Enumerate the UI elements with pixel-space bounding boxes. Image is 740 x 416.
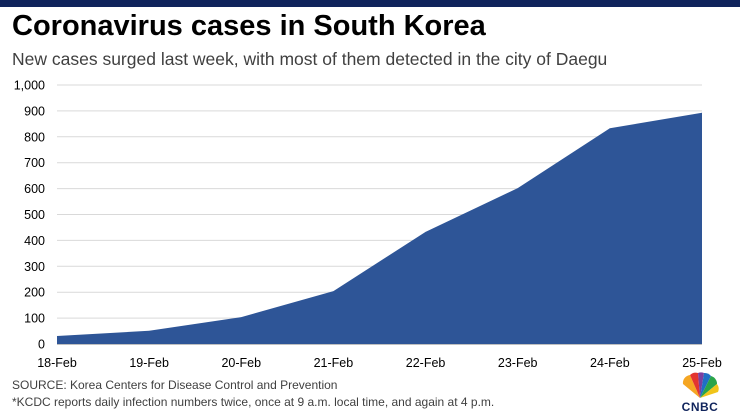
cnbc-logo: CNBC	[672, 370, 728, 416]
x-tick-label: 19-Feb	[129, 356, 169, 370]
x-tick-label: 25-Feb	[682, 356, 722, 370]
chart-title: Coronavirus cases in South Korea	[12, 10, 486, 42]
x-tick-label: 23-Feb	[498, 356, 538, 370]
y-tick-label: 300	[24, 260, 45, 274]
y-tick-label: 400	[24, 234, 45, 248]
source-note: SOURCE: Korea Centers for Disease Contro…	[12, 378, 338, 392]
x-tick-label: 20-Feb	[221, 356, 261, 370]
cnbc-logo-text: CNBC	[681, 400, 719, 414]
top-accent-bar	[0, 0, 740, 7]
y-tick-label: 600	[24, 182, 45, 196]
y-tick-label: 200	[24, 286, 45, 300]
y-tick-label: 500	[24, 208, 45, 222]
x-tick-label: 21-Feb	[314, 356, 354, 370]
x-tick-label: 18-Feb	[37, 356, 77, 370]
area-chart: 0 100 200 300 400 500 600 700 800 900 1,000 18-Feb 1…	[14, 79, 722, 371]
y-tick-label: 800	[24, 130, 45, 144]
x-tick-label: 24-Feb	[590, 356, 630, 370]
y-tick-label: 1,000	[14, 79, 45, 93]
footnote: *KCDC reports daily infection numbers tw…	[12, 395, 495, 409]
y-tick-label: 900	[24, 104, 45, 118]
y-tick-label: 100	[24, 312, 45, 326]
area-series-cases	[57, 112, 702, 344]
y-tick-label: 0	[38, 338, 45, 352]
x-tick-label: 22-Feb	[406, 356, 446, 370]
peacock-icon	[682, 372, 719, 398]
y-tick-label: 700	[24, 156, 45, 170]
chart-subtitle: New cases surged last week, with most of…	[12, 49, 608, 69]
